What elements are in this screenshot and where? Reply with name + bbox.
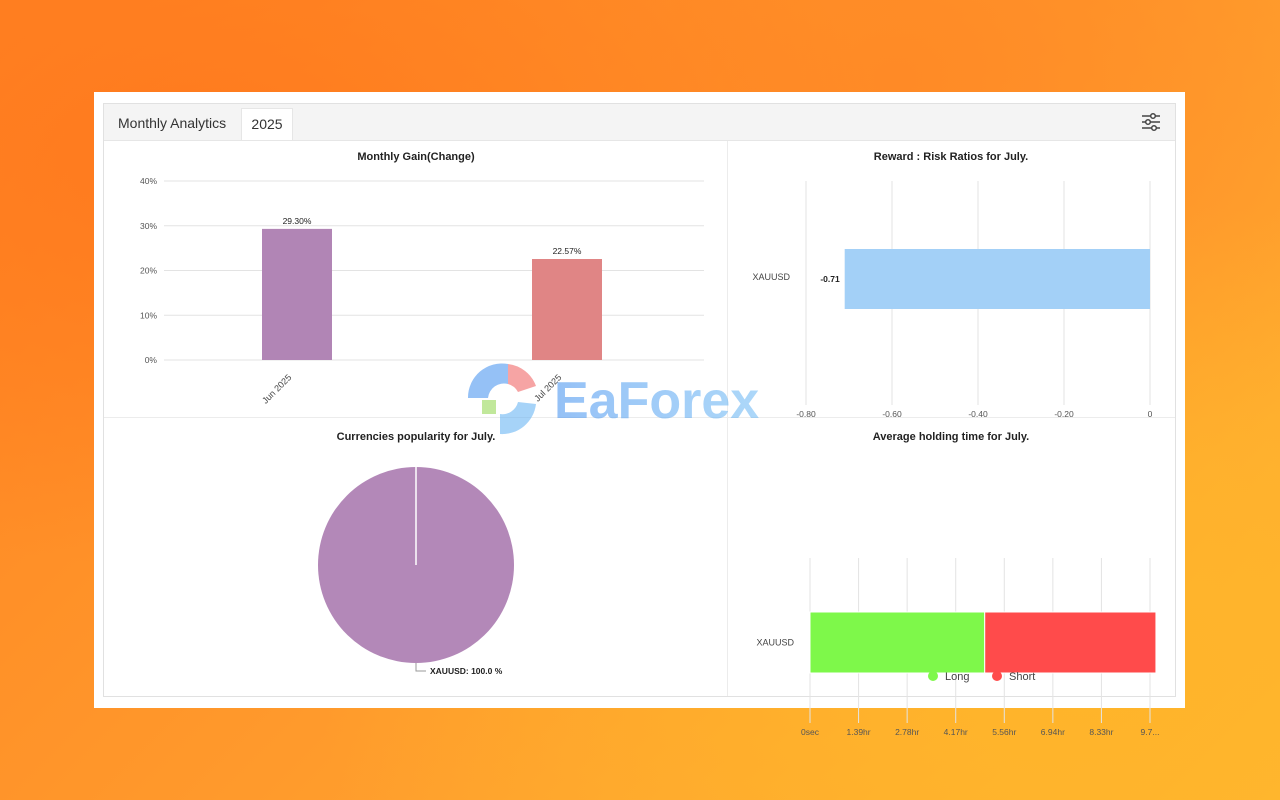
risk-bar[interactable] [844, 249, 1150, 309]
analytics-card: Monthly Analytics 2025 Monthly Gain(Chan… [103, 103, 1176, 737]
risk-x-tick: -0.60 [882, 409, 902, 419]
legend-long[interactable]: Long [928, 671, 969, 683]
risk-value-label: -0.71 [820, 274, 840, 284]
gain-bar[interactable] [532, 258, 602, 360]
holding-x-tick: 4.17hr [944, 727, 968, 737]
legend-short[interactable]: Short [992, 671, 1035, 683]
holding-x-tick: 2.78hr [895, 727, 919, 737]
gain-value-label: 29.30% [283, 216, 312, 226]
risk-x-tick: -0.20 [1054, 409, 1074, 419]
vertical-divider [727, 141, 728, 696]
analytics-panel: Monthly Analytics 2025 Monthly Gain(Chan… [94, 92, 1185, 737]
holding-time-chart: Average holding time for July. 0sec 1.39h… [756, 431, 1159, 737]
holding-bar-short[interactable] [984, 611, 1157, 674]
gain-category-label: Jul 2025 [532, 372, 563, 403]
risk-x-tick: 0 [1148, 409, 1153, 419]
pie-slice-label: XAUUSD: 100.0 % [430, 666, 503, 676]
legend-long-swatch [928, 671, 938, 681]
pie-label-leader [415, 663, 426, 672]
gain-y-tick: 30% [140, 221, 157, 231]
year-tab[interactable]: 2025 [241, 108, 293, 140]
legend-long-label: Long [945, 671, 970, 683]
horizontal-divider [104, 417, 1175, 418]
holding-x-tick: 0sec [801, 727, 820, 737]
reward-risk-chart: Reward : Risk Ratios for July. -0.80 -0.6… [752, 151, 1153, 419]
gain-y-tick: 40% [140, 176, 157, 186]
gain-category-label: Jun 2025 [260, 372, 293, 405]
holding-x-tick: 5.56hr [992, 727, 1016, 737]
holding-time-title: Average holding time for July. [873, 431, 1029, 443]
holding-x-tick: 8.33hr [1089, 727, 1113, 737]
page-title: Monthly Analytics [118, 115, 227, 131]
gain-y-tick: 0% [145, 355, 158, 365]
currency-popularity-chart: Currencies popularity for July. XAUUSD: … [318, 431, 514, 676]
gain-y-tick: 10% [140, 310, 157, 320]
holding-bar-long[interactable] [809, 611, 986, 674]
gain-y-tick: 20% [140, 266, 157, 276]
legend-short-label: Short [1009, 671, 1036, 683]
holding-x-tick: 9.7... [1141, 727, 1160, 737]
legend-short-swatch [992, 671, 1002, 681]
holding-x-tick: 1.39hr [847, 727, 871, 737]
risk-category-label: XAUUSD [752, 272, 790, 282]
monthly-gain-chart: Monthly Gain(Change) 0% 10% 20% 30% 40% 29.30… [140, 151, 704, 406]
holding-category-label: XAUUSD [756, 638, 794, 648]
card-header: Monthly Analytics 2025 [104, 104, 1175, 141]
holding-x-tick: 6.94hr [1041, 727, 1065, 737]
risk-x-tick: -0.40 [968, 409, 988, 419]
filter-settings-icon[interactable] [1140, 111, 1162, 133]
gain-value-label: 22.57% [553, 246, 582, 256]
risk-x-tick: -0.80 [796, 409, 816, 419]
reward-risk-title: Reward : Risk Ratios for July. [874, 151, 1028, 163]
currency-popularity-title: Currencies popularity for July. [337, 431, 496, 443]
gain-bar[interactable] [262, 228, 332, 360]
monthly-gain-title: Monthly Gain(Change) [357, 151, 475, 163]
